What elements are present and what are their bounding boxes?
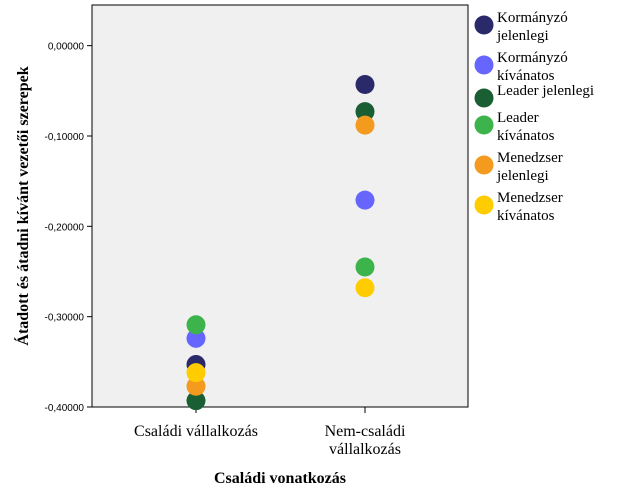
x-tick-label-line: Családi vállalkozás (134, 423, 258, 440)
legend-label: Menedzser jelenlegi (496, 150, 563, 184)
legend-marker (474, 15, 494, 35)
legend-label-line: Menedzser (497, 150, 563, 166)
data-point (355, 278, 375, 298)
legend-label: Kormányzó jelenlegi (496, 10, 568, 44)
data-point (355, 115, 375, 135)
x-axis-title: Családi vonatkozás (214, 470, 346, 487)
y-tick-label: -0,10000 (45, 132, 85, 143)
legend-label-line: jelenlegi (496, 28, 549, 44)
legend-label-line: kívánatos (497, 68, 555, 84)
data-point (186, 391, 206, 411)
legend-marker (474, 155, 494, 175)
legend-label-line: kívánatos (497, 128, 555, 144)
plot-area (91, 4, 469, 408)
data-points (186, 74, 375, 411)
data-point (355, 74, 375, 94)
x-tick-label-line: Nem-családi (325, 423, 406, 440)
data-point (186, 315, 206, 335)
y-tick-label: 0,00000 (48, 42, 85, 53)
data-point (186, 376, 206, 396)
y-axis: 0,00000 -0,10000 -0,20000 -0,30000 -0,40000 (45, 42, 92, 414)
legend-label-line: Kormányzó (497, 50, 568, 66)
legend-marker (474, 55, 494, 75)
legend-label-line: Leader (497, 110, 539, 126)
x-axis: Családi vállalkozás Nem-családi vállalkozá… (134, 407, 406, 458)
legend-label-line: Kormányzó (497, 10, 568, 26)
legend-label: Menedzser kívánatos (497, 190, 563, 224)
data-point (355, 102, 375, 122)
x-tick-label: Családi vállalkozás (134, 423, 258, 440)
data-point (186, 363, 206, 383)
legend-label-line: kívánatos (497, 208, 555, 224)
legend-marker (474, 88, 494, 108)
data-point (355, 257, 375, 277)
legend-label-line: jelenlegi (496, 168, 549, 184)
x-tick-label-line: vállalkozás (329, 441, 401, 458)
data-point (186, 328, 206, 348)
legend-label: Kormányzó kívánatos (497, 50, 568, 84)
y-tick-label: -0,30000 (45, 313, 85, 324)
y-tick-label: -0,40000 (45, 403, 85, 414)
data-point (355, 190, 375, 210)
legend-marker (474, 195, 494, 215)
legend-label-line: Leader jelenlegi (497, 83, 594, 99)
legend-label: Leader kívánatos (497, 110, 555, 144)
legend-marker (474, 115, 494, 135)
legend-label: Leader jelenlegi (497, 83, 594, 99)
legend-label-line: Menedzser (497, 190, 563, 206)
x-tick-label: Nem-családi vállalkozás (325, 423, 406, 458)
y-axis-title: Átadott és átadni kívánt vezetői szerepe… (13, 66, 32, 345)
y-tick-label: -0,20000 (45, 222, 85, 233)
